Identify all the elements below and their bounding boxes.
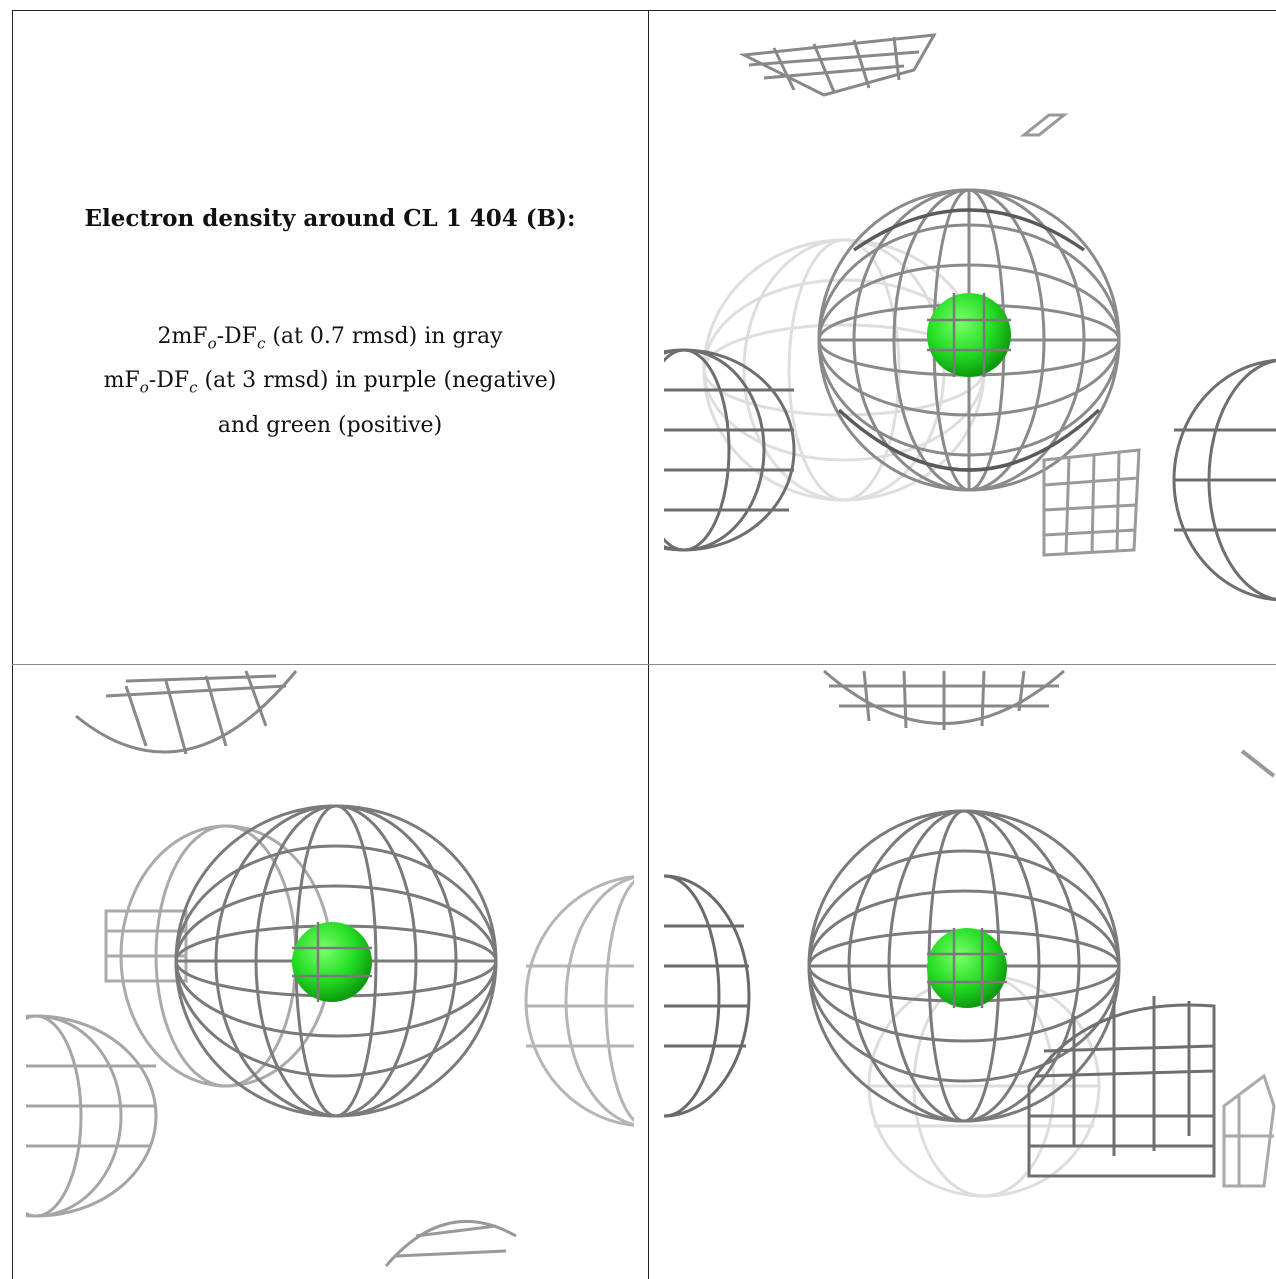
caption-title: Electron density around CL 1 404 (B): [84, 205, 576, 232]
density-view-top-right [664, 30, 1276, 660]
mesh-small-fragment [1240, 749, 1276, 778]
atom-green-sphere [292, 922, 372, 1002]
density-view-bottom-right-svg [664, 669, 1276, 1198]
border-middle-horizontal [12, 664, 1276, 665]
mesh-small-diamond [1019, 113, 1069, 137]
density-view-bottom-left-svg [26, 670, 634, 1267]
density-view-top-right-svg [664, 33, 1276, 602]
mesh-tile-fragment [1042, 448, 1141, 557]
border-middle-vertical [648, 10, 649, 1279]
density-view-bottom-left [26, 666, 634, 1279]
mesh-lower-left-partial [26, 1014, 158, 1218]
mesh-far-right-fragment [1222, 1073, 1276, 1188]
legend-line-mfo: mFo-DFc (at 3 rmsd) in purple (negative) [103, 368, 557, 397]
mesh-dome-fragment [1027, 996, 1216, 1178]
density-view-bottom-right [664, 666, 1276, 1279]
border-top [12, 10, 1276, 11]
caption-legend: 2mFo-DFc (at 0.7 rmsd) in gray mFo-DFc (… [12, 318, 648, 445]
legend-line-green: and green (positive) [217, 412, 443, 438]
legend-line-2mfo: 2mFo-DFc (at 0.7 rmsd) in gray [157, 324, 503, 353]
mesh-over-atom [927, 293, 1011, 377]
mesh-left-partial [664, 348, 796, 552]
mesh-top-fragment [75, 670, 298, 755]
mesh-right-partial [1172, 358, 1276, 602]
mesh-top-fragment [823, 669, 1065, 730]
atom-green-sphere [927, 928, 1007, 1008]
mesh-main-sphere [174, 804, 498, 1118]
atom-green-sphere [927, 293, 1011, 377]
mesh-right-partial [524, 875, 634, 1127]
caption-cell: Electron density around CL 1 404 (B): 2m… [12, 0, 648, 664]
mesh-over-atom [927, 928, 1007, 1008]
mesh-left-partial [664, 874, 751, 1118]
mesh-bottom-fragment [384, 1220, 517, 1267]
mesh-faint-lower [867, 974, 1101, 1198]
mesh-central-sphere-dark [837, 208, 1101, 472]
mesh-top-fragment [738, 33, 937, 97]
border-left [12, 10, 13, 1279]
mesh-faint [702, 238, 986, 502]
mesh-over-atom [292, 922, 372, 1002]
